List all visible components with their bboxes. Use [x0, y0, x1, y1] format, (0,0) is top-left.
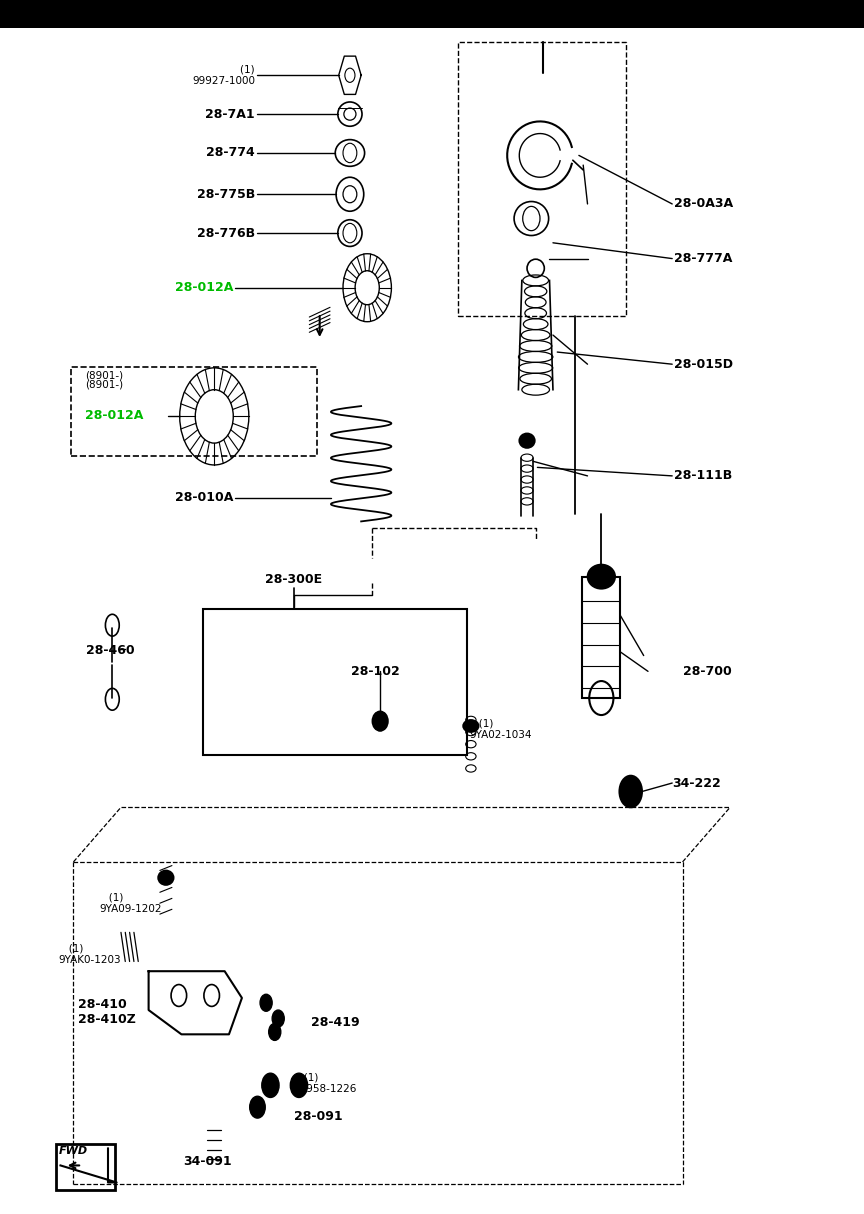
Text: 28-091: 28-091: [294, 1111, 342, 1123]
Circle shape: [260, 994, 272, 1011]
Circle shape: [250, 1096, 265, 1118]
Ellipse shape: [158, 870, 174, 885]
Text: 28-774: 28-774: [206, 147, 255, 159]
Text: 28-015D: 28-015D: [674, 358, 733, 370]
Text: 28-012A: 28-012A: [175, 282, 233, 294]
Text: 34-222: 34-222: [672, 777, 721, 789]
Text: (1)
9YA09-1202: (1) 9YA09-1202: [99, 892, 162, 914]
Text: (8901-): (8901-): [85, 380, 123, 390]
Text: FWD: FWD: [59, 1146, 88, 1156]
Text: 28-0A3A: 28-0A3A: [674, 198, 733, 210]
Text: (1)
99958-1226: (1) 99958-1226: [294, 1072, 357, 1094]
Text: 28-410
28-410Z: 28-410 28-410Z: [78, 998, 136, 1027]
Circle shape: [290, 1073, 308, 1097]
Text: 28-102: 28-102: [352, 665, 400, 677]
Bar: [458, 42, 626, 316]
Text: (1)
9YA02-1034: (1) 9YA02-1034: [469, 719, 531, 741]
Text: 28-7A1: 28-7A1: [206, 108, 255, 120]
Bar: [71, 367, 317, 456]
Text: 28-777A: 28-777A: [674, 253, 733, 265]
Text: 28-111B: 28-111B: [674, 470, 732, 482]
Ellipse shape: [372, 711, 388, 731]
Text: 28-776B: 28-776B: [197, 227, 255, 239]
Circle shape: [619, 776, 642, 807]
Text: (8901-): (8901-): [85, 370, 123, 380]
Text: 28-775B: 28-775B: [197, 188, 255, 200]
Bar: [56, 1144, 115, 1190]
Text: 28-700: 28-700: [683, 665, 731, 677]
Text: (1)
99927-1000: (1) 99927-1000: [192, 64, 255, 86]
Circle shape: [272, 1010, 284, 1027]
Text: 28-010A: 28-010A: [175, 492, 233, 504]
Text: 28-012A: 28-012A: [85, 409, 143, 421]
Circle shape: [269, 1023, 281, 1040]
Text: 28-460: 28-460: [86, 645, 135, 657]
Text: 28-300E: 28-300E: [265, 573, 322, 585]
Ellipse shape: [588, 565, 615, 589]
Ellipse shape: [463, 720, 479, 732]
Text: 34-091: 34-091: [183, 1156, 232, 1168]
Bar: [0, 0, 864, 28]
Text: 28-419: 28-419: [311, 1016, 359, 1028]
Bar: [203, 609, 467, 755]
Circle shape: [262, 1073, 279, 1097]
Text: (1)
9YAK0-1203: (1) 9YAK0-1203: [59, 943, 121, 965]
Ellipse shape: [519, 433, 535, 448]
Bar: [582, 577, 620, 698]
